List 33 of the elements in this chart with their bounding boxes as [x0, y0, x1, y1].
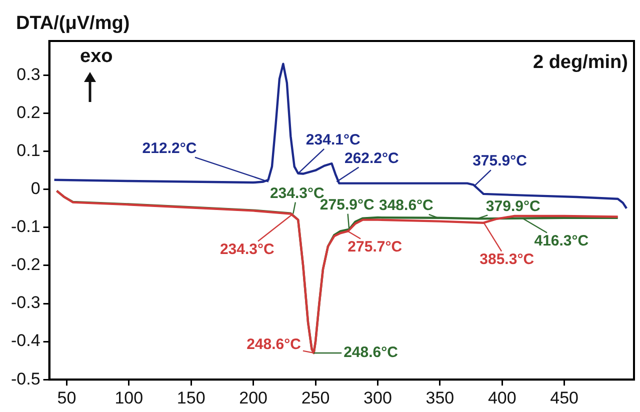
- x-tick-label: 50: [57, 388, 76, 408]
- annotation: 375.9°C: [472, 152, 528, 170]
- y-tick-label: 0: [30, 179, 40, 198]
- x-tick-label: 300: [364, 388, 392, 408]
- x-tick-label: 250: [301, 388, 330, 408]
- x-tick-label: 450: [550, 388, 579, 408]
- y-tick-label: -0.2: [10, 255, 40, 274]
- annotation: 234.1°C: [306, 132, 360, 149]
- y-tick-label: -0.1: [10, 217, 40, 236]
- annotation: 2 deg/min): [532, 52, 628, 74]
- annotation: exo: [80, 46, 113, 68]
- x-tick-label: 100: [114, 388, 144, 408]
- annotation: 234.3°C: [220, 240, 274, 258]
- y-tick-label: -0.3: [10, 293, 40, 312]
- y-tick-label: 0.3: [16, 64, 40, 84]
- annotation: 379.9°C: [486, 198, 540, 215]
- x-tick-label: 150: [176, 388, 206, 408]
- annotation: 385.3°C: [480, 250, 534, 268]
- x-tick-label: 400: [488, 388, 516, 408]
- annotation: 416.3°C: [534, 232, 589, 250]
- y-tick-label: 0.2: [16, 102, 40, 122]
- x-tick-label: 200: [239, 388, 268, 408]
- y-tick-label: -0.4: [10, 331, 40, 350]
- annotation: 248.6°C: [344, 344, 398, 362]
- y-tick-label: 0.1: [16, 141, 40, 160]
- annotation: 248.6°C: [246, 336, 302, 354]
- y-tick-label: -0.5: [10, 369, 40, 388]
- y-axis-title: DTA/(μV/mg): [16, 13, 130, 34]
- annotation: 275.7°C: [348, 238, 402, 256]
- annotation: 262.2°C: [344, 150, 400, 167]
- annotation: 212.2°C: [142, 140, 197, 157]
- annotation: 348.6°C: [379, 197, 434, 214]
- x-tick-label: 350: [426, 388, 454, 408]
